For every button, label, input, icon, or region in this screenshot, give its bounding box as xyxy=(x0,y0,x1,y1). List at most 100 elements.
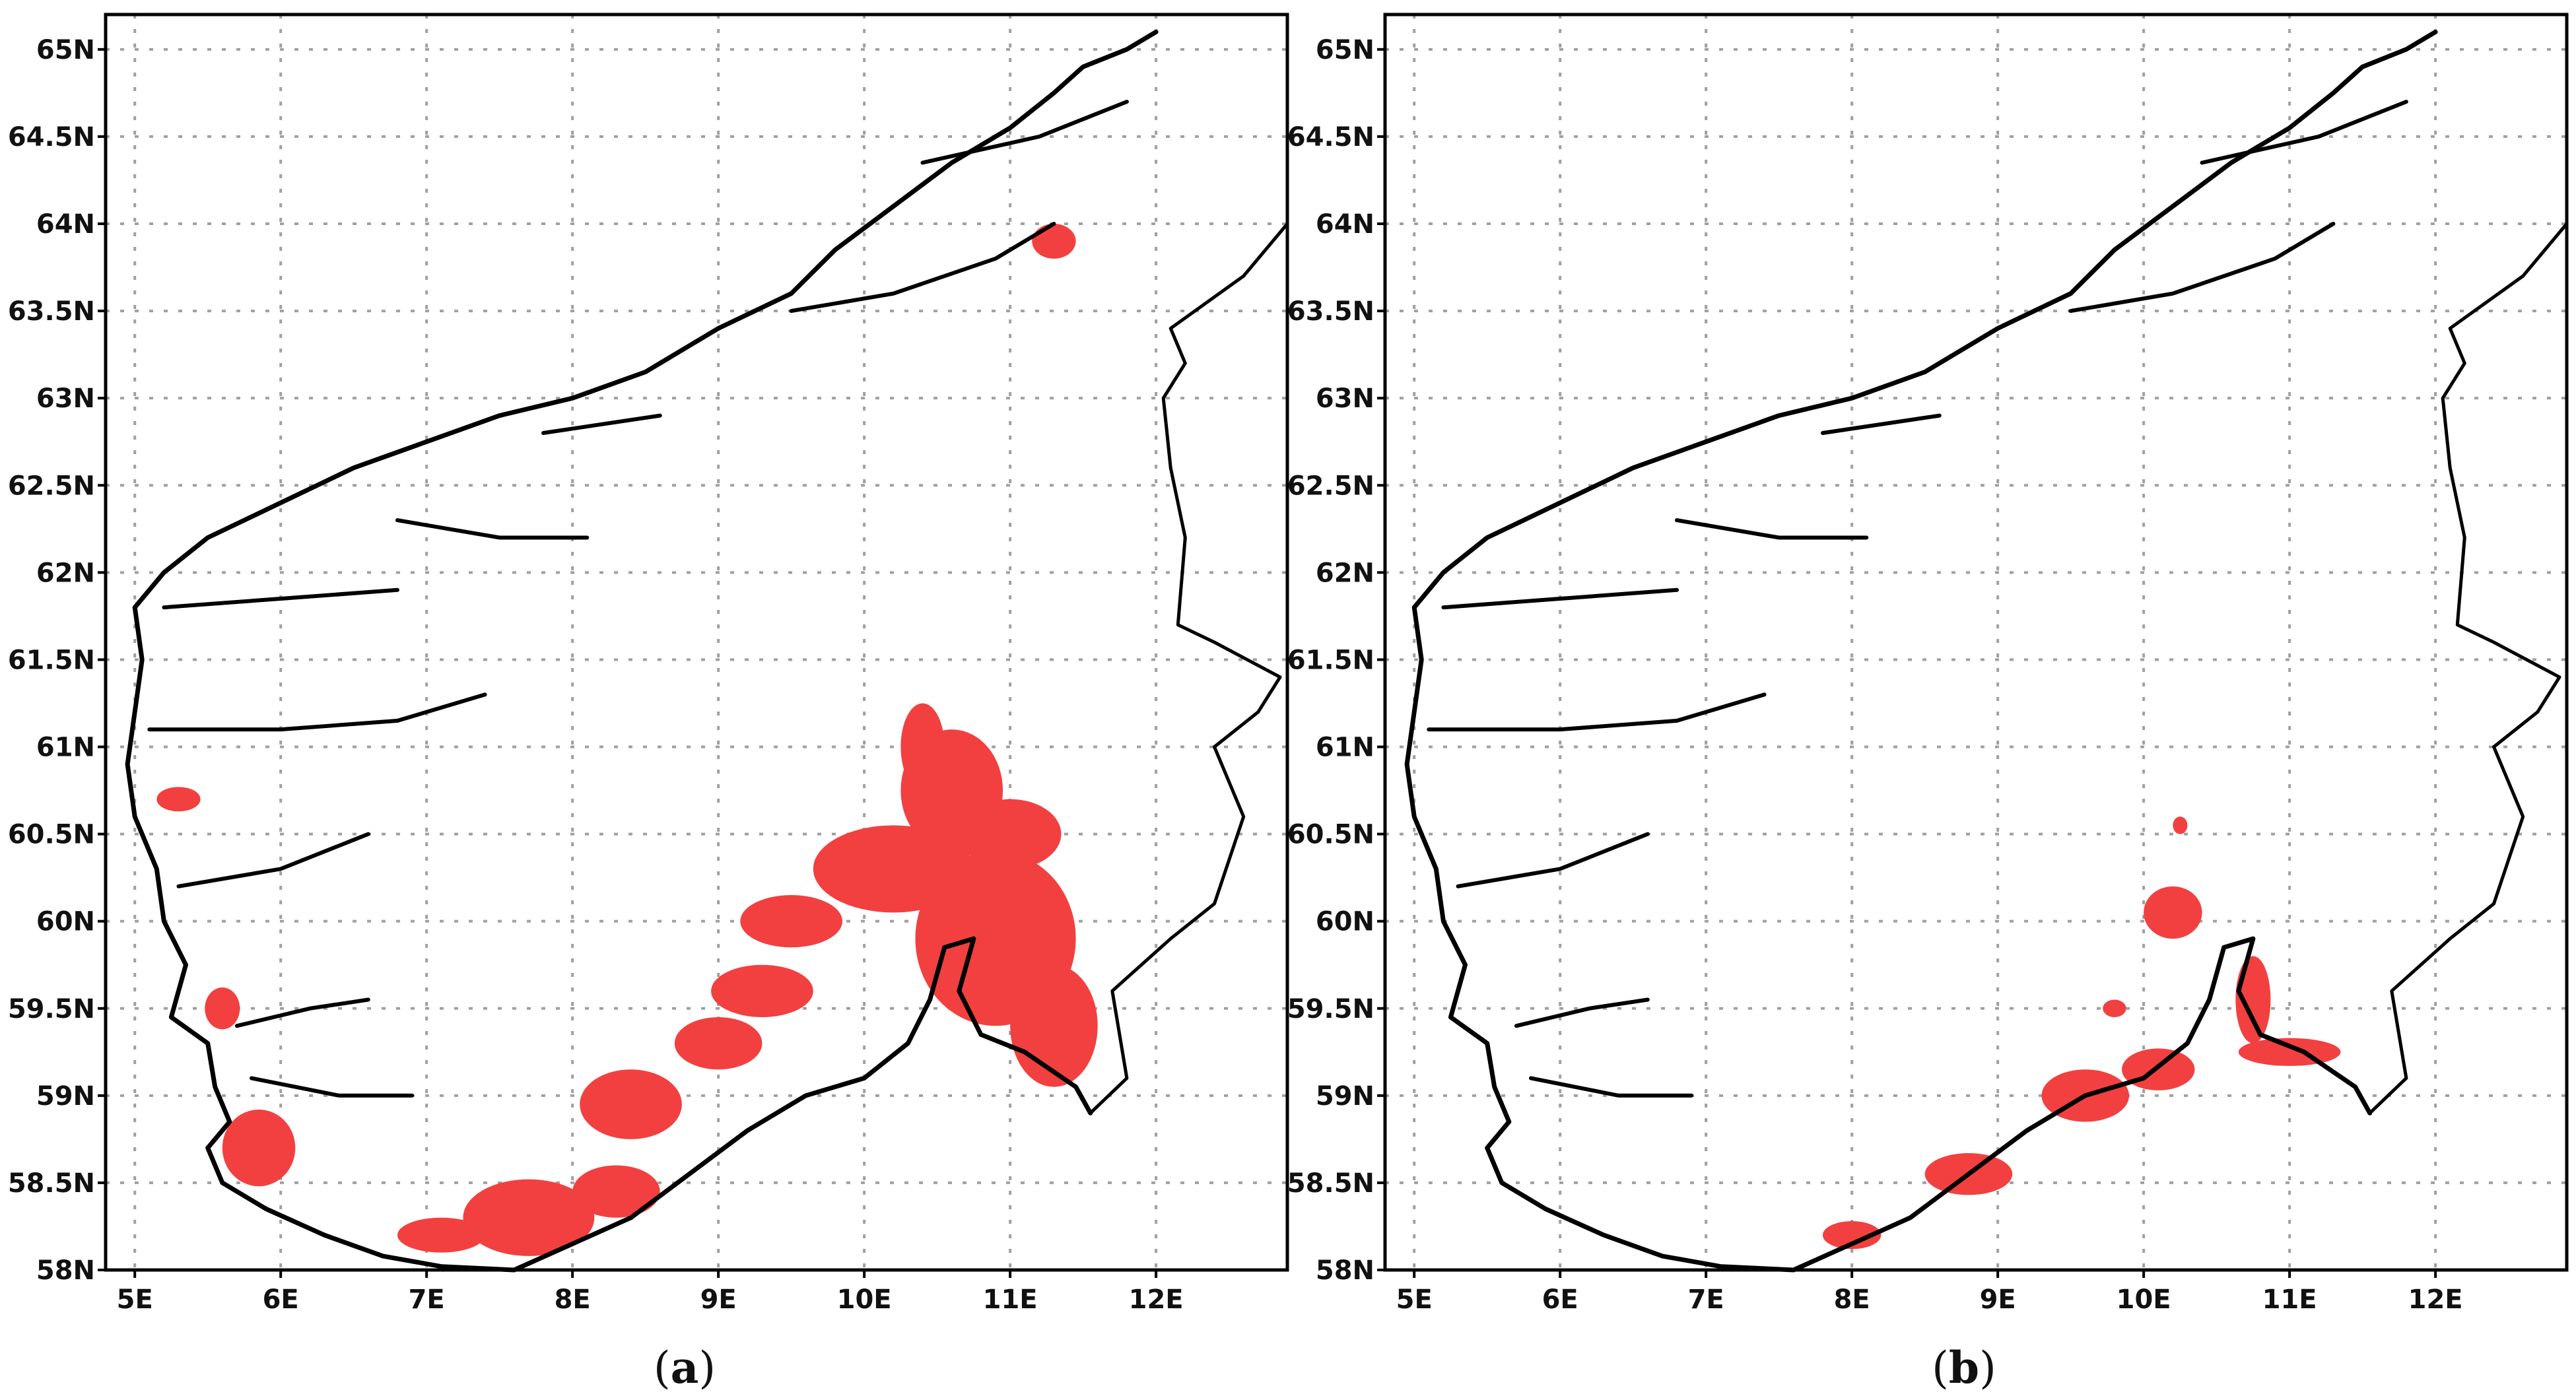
y-tick-label-a: 60.5N xyxy=(8,820,95,850)
highlight-region-a-1 xyxy=(1010,964,1098,1087)
y-tick-label-b: 63.5N xyxy=(1287,296,1374,327)
highlight-region-a-16 xyxy=(900,703,945,791)
fjord-line-a-7 xyxy=(789,222,1056,314)
fjord-line-b-0 xyxy=(1427,692,1767,732)
x-tick-label-b: 12E xyxy=(2408,1284,2463,1315)
y-tick-label-a: 61.5N xyxy=(8,645,95,675)
x-tick-label-b: 8E xyxy=(1834,1284,1870,1315)
map-panel-b: 5E 6E 7E 8E 9E 10E 11E 12E 58N 58.5N 59N 59.5N 60N 60… xyxy=(1287,13,2569,1393)
y-tick-label-b: 61.5N xyxy=(1287,645,1374,675)
y-tick-label-b: 59.5N xyxy=(1287,994,1374,1024)
highlight-regions-a xyxy=(156,224,1098,1256)
caption-close-paren: ) xyxy=(698,1343,716,1393)
x-tick-label-b: 6E xyxy=(1542,1284,1578,1315)
highlight-region-a-12 xyxy=(222,1109,296,1187)
highlight-region-b-8 xyxy=(2173,817,2188,834)
highlight-region-a-11 xyxy=(397,1217,485,1253)
y-tick-label-b: 58N xyxy=(1316,1255,1374,1286)
x-tick-label-b: 7E xyxy=(1688,1284,1724,1315)
y-tick-label-a: 62N xyxy=(36,558,95,588)
fjord-line-b-5 xyxy=(1675,518,1869,540)
y-tick-label-a: 59.5N xyxy=(8,994,95,1024)
y-tick-label-b: 65N xyxy=(1316,35,1374,65)
y-tick-label-b: 62N xyxy=(1316,558,1374,588)
caption-open-paren: ( xyxy=(654,1343,671,1393)
highlight-region-b-7 xyxy=(2103,999,2126,1017)
fjord-line-a-6 xyxy=(541,413,662,435)
x-tick-label-a: 8E xyxy=(555,1284,591,1315)
y-tick-label-b: 60.5N xyxy=(1287,820,1374,850)
fjord-line-a-5 xyxy=(395,518,590,540)
y-tick-label-a: 60N xyxy=(36,907,95,937)
panel-caption-a: (a) xyxy=(654,1342,716,1393)
y-tick-label-b: 62.5N xyxy=(1287,471,1374,501)
x-tick-label-a: 7E xyxy=(409,1284,445,1315)
coastline-a xyxy=(125,29,1159,1273)
map-panel-a: 5E 6E 7E 8E 9E 10E 11E 12E 58N 58.5N 59N 59.5N 60N 60… xyxy=(8,13,1289,1393)
y-tick-label-b: 61N xyxy=(1316,733,1374,763)
highlight-region-b-4 xyxy=(2144,886,2202,939)
y-tick-label-a: 64N xyxy=(36,209,95,240)
highlight-region-a-15 xyxy=(1032,224,1076,259)
highlight-region-a-10 xyxy=(572,1165,660,1218)
y-tick-label-a: 59N xyxy=(36,1081,95,1112)
highlight-region-b-6 xyxy=(1822,1221,1881,1250)
coastline-b xyxy=(1404,29,2438,1273)
map-frame-outline-b xyxy=(1383,13,2569,1272)
fjord-line-b-7 xyxy=(2068,222,2336,314)
highlight-region-a-8 xyxy=(580,1069,682,1139)
x-tick-label-b: 5E xyxy=(1396,1284,1433,1315)
highlight-region-a-4 xyxy=(959,799,1062,869)
fjord-line-a-4 xyxy=(250,1076,415,1098)
y-tick-label-a: 65N xyxy=(36,35,95,65)
x-tick-label-b: 11E xyxy=(2262,1284,2317,1315)
map-frame-a xyxy=(104,13,1289,1272)
x-tick-label-b: 9E xyxy=(1980,1284,2016,1315)
fjord-line-b-6 xyxy=(1821,413,1942,435)
fjord-line-b-1 xyxy=(1441,587,1679,610)
x-tick-label-b: 10E xyxy=(2117,1284,2171,1315)
fjord-line-a-2 xyxy=(176,832,370,888)
y-tick-label-a: 63N xyxy=(36,383,95,414)
y-tick-label-b: 58.5N xyxy=(1287,1168,1374,1199)
x-tick-label-a: 11E xyxy=(983,1284,1038,1315)
x-tick-label-a: 9E xyxy=(700,1284,737,1315)
fjord-line-a-1 xyxy=(162,587,399,610)
x-tick-label-a: 5E xyxy=(117,1284,153,1315)
map-frame-outline-a xyxy=(104,13,1289,1272)
y-tick-label-b: 59N xyxy=(1316,1081,1374,1112)
y-tick-label-a: 62.5N xyxy=(8,471,95,501)
y-tick-label-a: 58N xyxy=(36,1255,95,1286)
highlight-region-a-6 xyxy=(711,964,813,1017)
fjord-line-b-3 xyxy=(1514,997,1650,1028)
highlight-region-a-13 xyxy=(205,987,240,1030)
y-tick-label-a: 58.5N xyxy=(8,1168,95,1199)
caption-letter: a xyxy=(671,1342,699,1393)
fjord-line-b-4 xyxy=(1529,1076,1694,1098)
land-border-a xyxy=(1089,222,1289,1115)
map-frame-b xyxy=(1383,13,2569,1272)
y-tick-label-a: 63.5N xyxy=(8,296,95,327)
highlight-region-a-7 xyxy=(674,1017,763,1070)
highlight-region-a-14 xyxy=(156,787,201,812)
fjord-line-b-2 xyxy=(1456,832,1650,888)
caption-close-paren: ) xyxy=(1979,1343,1996,1393)
panel-caption-b: (b) xyxy=(1932,1342,1996,1393)
y-tick-label-a: 61N xyxy=(36,733,95,763)
fjord-line-b-8 xyxy=(2200,100,2408,165)
land-border-b xyxy=(2368,222,2568,1115)
highlight-region-a-5 xyxy=(740,895,842,948)
y-tick-label-b: 64N xyxy=(1316,209,1374,240)
x-tick-label-a: 6E xyxy=(263,1284,299,1315)
y-tick-label-b: 63N xyxy=(1316,383,1374,414)
caption-open-paren: ( xyxy=(1932,1343,1949,1393)
fjord-line-a-0 xyxy=(147,692,487,732)
caption-letter: b xyxy=(1949,1342,1979,1393)
highlight-region-a-9 xyxy=(463,1179,595,1256)
fjord-line-a-8 xyxy=(920,100,1129,165)
x-tick-label-a: 10E xyxy=(837,1284,892,1315)
x-tick-label-a: 12E xyxy=(1129,1284,1184,1315)
fjord-line-a-3 xyxy=(234,997,370,1028)
y-tick-label-b: 64.5N xyxy=(1287,122,1374,152)
